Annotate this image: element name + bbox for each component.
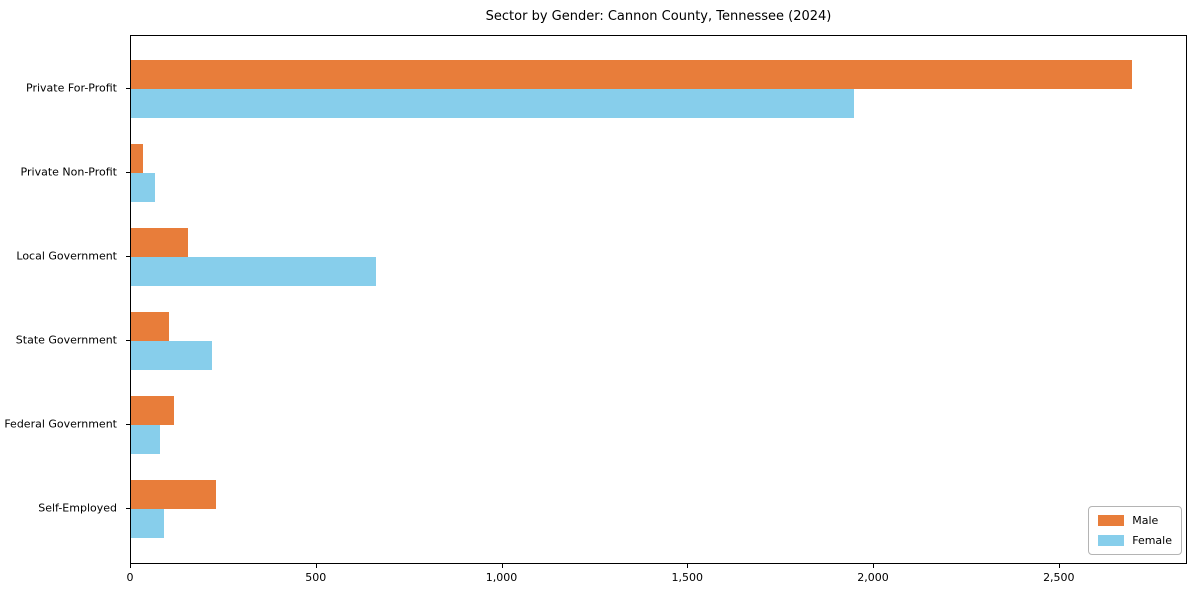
x-tick-label: 500 bbox=[305, 571, 327, 584]
y-tick-mark bbox=[126, 424, 130, 425]
legend-label-male: Male bbox=[1132, 514, 1159, 527]
bar-group bbox=[131, 396, 1186, 454]
y-tick-mark bbox=[126, 88, 130, 89]
bar-group bbox=[131, 144, 1186, 202]
female-bar bbox=[131, 89, 855, 118]
y-tick-mark bbox=[126, 340, 130, 341]
x-tick-label: 0 bbox=[126, 571, 134, 584]
y-tick-mark bbox=[126, 172, 130, 173]
male-bar bbox=[131, 228, 189, 257]
legend-label-female: Female bbox=[1132, 534, 1172, 547]
male-bar bbox=[131, 312, 170, 341]
y-tick-label: State Government bbox=[15, 333, 117, 347]
y-axis-ticks bbox=[126, 35, 130, 564]
y-tick-label: Local Government bbox=[16, 249, 117, 263]
male-bar bbox=[131, 396, 175, 425]
y-tick-label: Self-Employed bbox=[38, 501, 117, 515]
female-bar bbox=[131, 173, 156, 202]
x-tick-mark bbox=[873, 564, 875, 568]
bar-group bbox=[131, 480, 1186, 538]
y-tick-mark bbox=[126, 508, 130, 509]
female-series-swatch bbox=[1098, 535, 1125, 546]
chart-title: Sector by Gender: Cannon County, Tenness… bbox=[485, 9, 832, 24]
male-series-swatch bbox=[1098, 515, 1125, 526]
y-tick-label: Private Non-Profit bbox=[20, 165, 117, 179]
female-bar bbox=[131, 341, 212, 370]
legend-entry-male: Male bbox=[1098, 514, 1172, 527]
x-tick-mark bbox=[130, 564, 131, 568]
y-tick-label: Private For-Profit bbox=[26, 81, 117, 95]
bar-group bbox=[131, 228, 1186, 286]
y-tick-mark bbox=[126, 256, 130, 257]
female-bar bbox=[131, 257, 376, 286]
bar-group bbox=[131, 60, 1186, 118]
female-bar bbox=[131, 509, 164, 538]
y-axis-labels: Private For-Profit Private Non-Profit Loca… bbox=[0, 35, 124, 564]
x-tick-label: 2,500 bbox=[1043, 571, 1075, 584]
legend: Male Female bbox=[1088, 506, 1182, 555]
x-tick-label: 2,000 bbox=[857, 571, 889, 584]
male-bar bbox=[131, 480, 217, 509]
x-tick-mark bbox=[315, 564, 317, 568]
x-tick-label: 1,500 bbox=[671, 571, 704, 584]
x-tick-label: 1,000 bbox=[485, 571, 518, 584]
y-tick-label: Federal Government bbox=[4, 417, 117, 431]
male-bar bbox=[131, 60, 1133, 89]
plot-area: Male Female bbox=[130, 35, 1187, 564]
male-bar bbox=[131, 144, 143, 173]
bar-group bbox=[131, 312, 1186, 370]
x-axis: 0 500 1,000 1,500 2,000 2,500 bbox=[126, 564, 1187, 594]
x-tick-mark bbox=[687, 564, 689, 568]
legend-entry-female: Female bbox=[1098, 534, 1172, 547]
x-tick-mark bbox=[501, 564, 503, 568]
x-tick-mark bbox=[1058, 564, 1060, 568]
female-bar bbox=[131, 425, 160, 454]
